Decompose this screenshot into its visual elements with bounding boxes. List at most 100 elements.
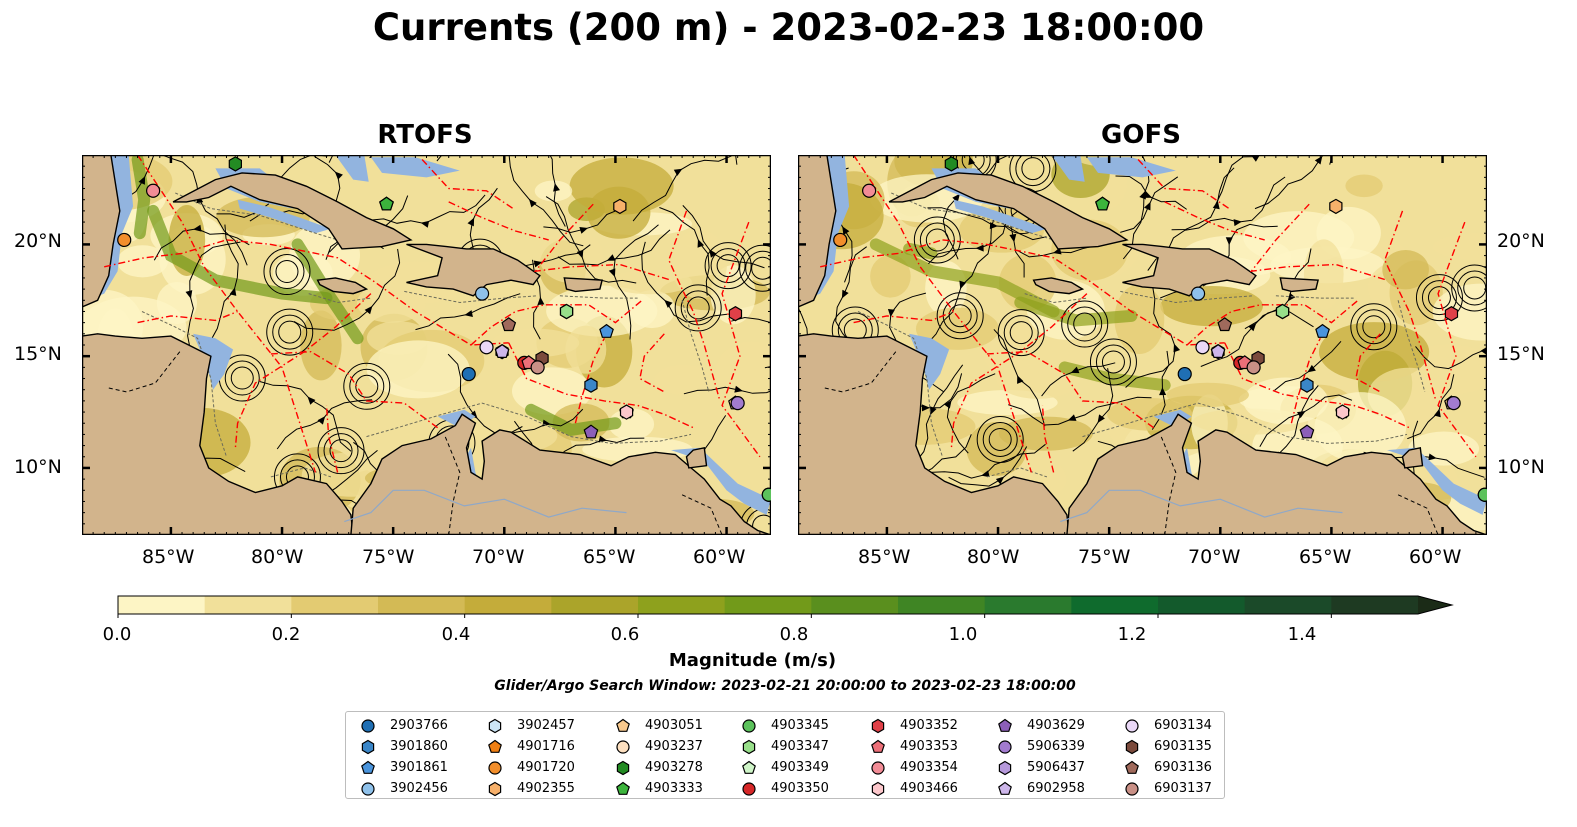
eddy-streamline — [1009, 321, 1033, 345]
float-4901720-marker — [117, 232, 132, 248]
streamline-arrow — [420, 220, 430, 228]
legend-label: 4903353 — [900, 739, 958, 754]
streamline — [1008, 396, 1152, 426]
streamline-arrow — [185, 290, 193, 299]
legend-label: 6903135 — [1154, 739, 1212, 754]
eez-line — [421, 159, 514, 210]
legend-marker — [871, 781, 885, 797]
float-4903347-marker — [559, 303, 574, 320]
colorbar-segment — [1244, 596, 1332, 614]
float-4903629-marker — [1299, 424, 1315, 439]
streamline-arrow — [1070, 366, 1080, 374]
legend-label: 6903134 — [1154, 718, 1212, 733]
eez-line — [639, 333, 665, 393]
land-mass — [798, 155, 1070, 535]
streamline-arrow — [1433, 408, 1441, 418]
lon-tick-label: 85°W — [142, 546, 195, 568]
eddy-streamline — [674, 284, 722, 332]
float-3901860-marker — [584, 377, 598, 393]
legend-marker-icon — [742, 760, 756, 774]
streamline-arrow — [598, 435, 608, 443]
depth-contour — [1082, 402, 1408, 444]
float-4901720-marker — [833, 232, 848, 248]
streamline-arrow — [1314, 155, 1323, 165]
float-5906339-marker — [1446, 396, 1461, 411]
magnitude-patch — [1432, 232, 1487, 261]
eddy-streamline — [976, 415, 1024, 463]
streamline-arrow — [533, 260, 543, 268]
colorbar-segment — [551, 596, 639, 614]
legend-marker-icon — [361, 760, 375, 774]
legend-marker-icon — [488, 761, 502, 775]
legend-label: 3902456 — [390, 781, 448, 796]
float-6903137-marker — [530, 360, 545, 375]
eddy-streamline — [329, 439, 353, 463]
legend-marker-icon — [871, 781, 885, 797]
colorbar-segment — [638, 596, 726, 614]
magnitude-patch — [539, 229, 604, 284]
streamline — [259, 381, 352, 452]
depth-contour — [1275, 295, 1354, 299]
country-border — [106, 351, 181, 393]
magnitude-patch — [715, 341, 771, 401]
eddy-streamline — [1427, 286, 1451, 310]
magnitude-patch — [356, 283, 426, 323]
colorbar-tick-label: 1.4 — [1287, 624, 1317, 645]
legend-marker-icon — [998, 781, 1012, 795]
legend-label: 4903051 — [645, 718, 703, 733]
eddy-streamline — [704, 242, 752, 290]
river — [1060, 489, 1343, 523]
float-6902958-marker — [494, 343, 510, 358]
magnitude-patch — [565, 325, 607, 374]
legend-marker-icon — [998, 760, 1012, 776]
depth-contour — [175, 192, 360, 248]
legend-marker-icon — [1125, 719, 1139, 733]
eez-boundaries — [104, 155, 761, 473]
streamline — [926, 212, 997, 345]
eez-line — [533, 203, 672, 281]
float-3902456-marker — [1190, 286, 1206, 301]
shelf-area — [671, 447, 771, 515]
streamline — [948, 446, 1028, 487]
magnitude-patch — [1318, 322, 1430, 382]
streamline-arrow — [952, 193, 960, 203]
streamline-arrow — [528, 198, 537, 208]
legend-marker — [616, 760, 630, 776]
eddy-streamline — [1089, 338, 1137, 386]
legend-label: 4903345 — [771, 718, 829, 733]
legend-label: 6903136 — [1154, 760, 1212, 775]
eez-line — [1437, 221, 1477, 458]
streamline-arrow — [606, 254, 616, 261]
streamline-arrow — [1009, 233, 1017, 243]
fast-current-band — [291, 238, 364, 345]
legend-marker — [488, 781, 502, 797]
legend-marker-icon — [488, 718, 502, 734]
legend-marker-icon — [998, 740, 1012, 754]
float-4903345-marker — [761, 487, 771, 502]
colorbar-title: Magnitude (m/s) — [668, 650, 837, 671]
land-mass — [1401, 446, 1424, 469]
eddy-streamline — [710, 248, 746, 284]
eez-line — [820, 239, 943, 268]
float-3902456-marker — [474, 286, 490, 301]
eez-line — [721, 221, 761, 458]
streamline-arrow — [968, 156, 976, 166]
legend-marker — [616, 781, 630, 795]
eddy-streamline — [1015, 155, 1051, 187]
legend-marker — [871, 739, 885, 753]
legend-label: 4903278 — [645, 760, 703, 775]
eez-line — [508, 342, 694, 429]
rtofs-map-panel — [82, 155, 771, 535]
streamline-arrow — [1097, 414, 1105, 424]
legend-label: 4903333 — [645, 781, 703, 796]
magnitude-patch — [117, 245, 168, 278]
eddy-streamline — [230, 366, 254, 390]
colorbar-outline — [117, 595, 1454, 615]
colorbar-segment — [724, 596, 812, 614]
map-frame — [82, 155, 771, 535]
eddy-streamline — [1362, 315, 1386, 339]
lon-tick-label: 70°W — [1188, 546, 1241, 568]
eddy-streamline — [224, 360, 260, 396]
streamline — [927, 207, 1047, 241]
lat-tick-label: 20°N — [14, 230, 62, 252]
